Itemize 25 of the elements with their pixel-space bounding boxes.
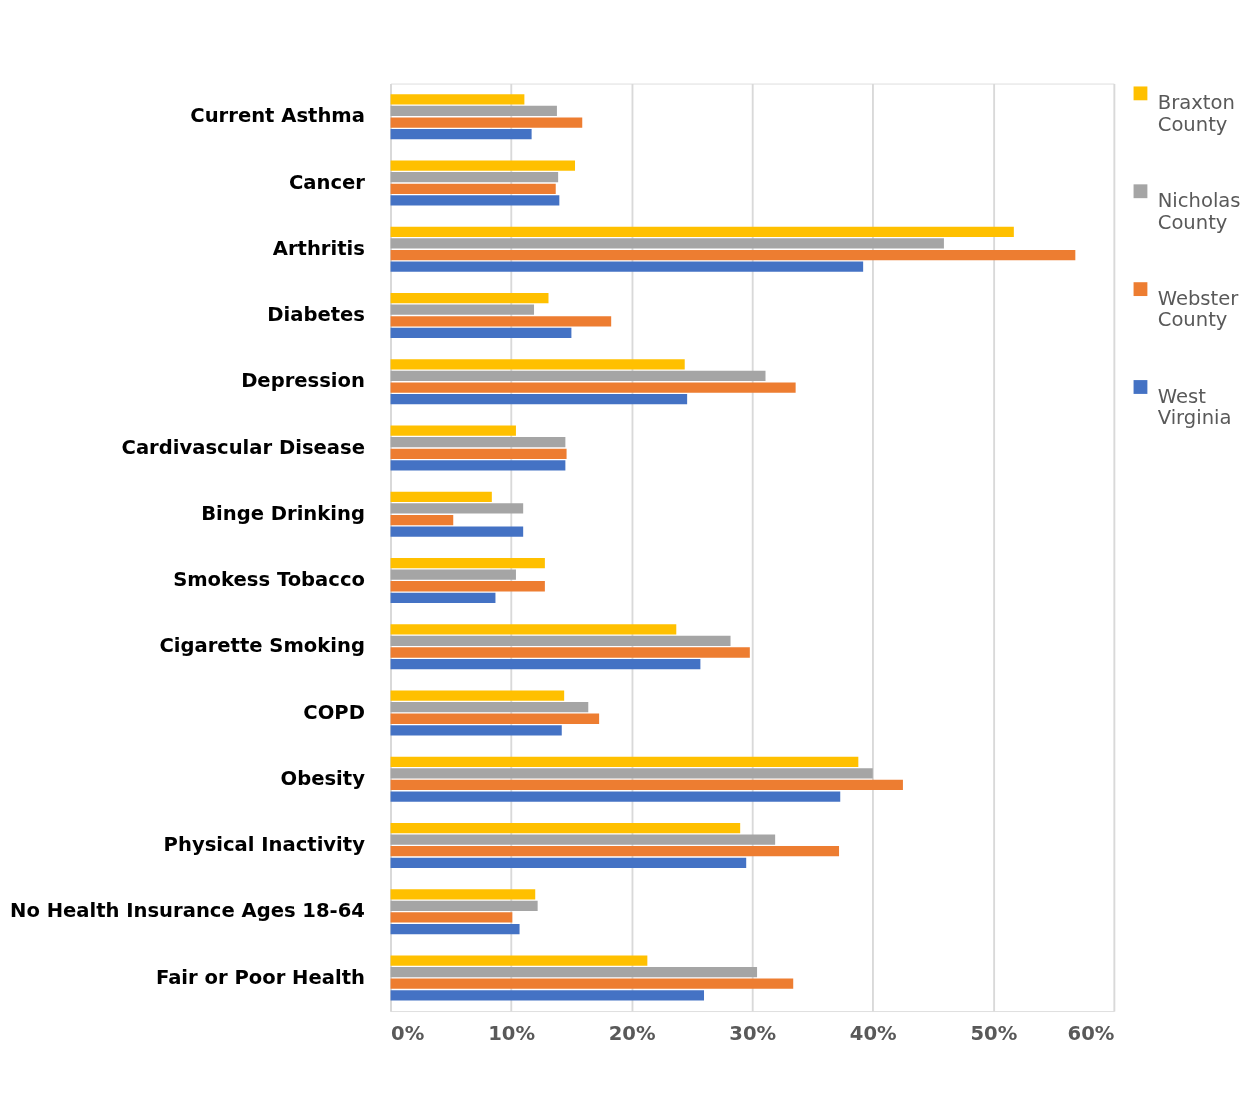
y-tick-label: COPD: [303, 700, 365, 724]
y-tick-label: Obesity: [280, 766, 366, 790]
x-tick-label: 40%: [849, 1022, 897, 1046]
y-tick-label: Cancer: [288, 170, 366, 194]
x-tick-label: 10%: [488, 1022, 535, 1046]
y-tick-label: Fair or Poor Health: [155, 965, 365, 989]
legend-label: Braxton County: [1157, 91, 1235, 136]
y-tick-label: Cardivascular Disease: [121, 435, 365, 459]
x-tick-label: 50%: [970, 1022, 1018, 1046]
legend-label: Nicholas County: [1157, 189, 1241, 234]
y-tick-label: Depression: [241, 369, 365, 393]
y-tick-label: Current Asthma: [190, 104, 365, 128]
y-tick-label: Binge Drinking: [201, 501, 365, 525]
legend-label: West Virginia: [1157, 384, 1232, 430]
x-tick-label: 30%: [729, 1022, 777, 1046]
y-tick-label: Arthritis: [272, 236, 365, 260]
y-tick-label: Physical Inactivity: [163, 833, 366, 857]
x-tick-label: 0%: [391, 1022, 425, 1046]
y-tick-label: No Health Insurance Ages 18-64: [10, 899, 365, 923]
legend-label: Webster County: [1157, 286, 1240, 332]
x-tick-label: 20%: [608, 1022, 656, 1046]
y-tick-label: Cigarette Smoking: [159, 634, 365, 658]
y-tick-label: Smokess Tobacco: [173, 568, 365, 592]
x-tick-label: 60%: [1067, 1022, 1115, 1046]
y-tick-label: Diabetes: [267, 303, 365, 327]
